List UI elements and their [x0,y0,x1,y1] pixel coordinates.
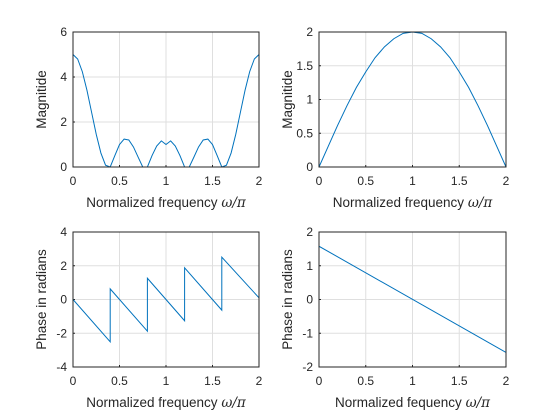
y-tick-label: 2 [60,259,67,273]
x-tick-label: 0 [70,374,77,388]
x-axis-label: Normalized frequency ω/π [333,195,494,211]
subplot-2: 0 0.5 1 1.5 2 0 0.5 1 1.5 2 Normalized frequency ω… [280,25,510,211]
subplot-1: 0 0.5 1 1.5 2 0 2 4 6 Normalized frequency ω/π Mag… [34,25,263,211]
x-tick-label: 0.5 [111,174,128,188]
x-tick-label: 0 [316,374,323,388]
x-tick-label: 2 [503,374,510,388]
x-tick-label: 1.5 [204,174,221,188]
x-tick-label: 1 [409,374,416,388]
y-tick-label: 1.5 [296,59,313,73]
x-tick-label: 0 [70,174,77,188]
y-tick-label: 2 [306,25,313,39]
y-tick-label: 4 [60,70,67,84]
x-tick-label: 0 [316,174,323,188]
y-tick-label: -1 [302,326,313,340]
x-tick-label: 1.5 [204,374,221,388]
y-tick-label: 0.5 [296,126,313,140]
y-tick-label: 0 [60,160,67,174]
y-tick-label: 2 [60,115,67,129]
y-axis-label: Magnitide [280,70,295,129]
y-tick-label: 6 [60,25,67,39]
x-axis-label: Normalized fequency ω/π [335,395,491,411]
y-tick-label: 0 [306,160,313,174]
x-tick-label: 2 [503,174,510,188]
x-tick-label: 1.5 [451,174,468,188]
x-axis-label: Normalized frequency ω/π [86,395,247,411]
y-tick-label: 2 [306,225,313,239]
y-tick-label: 1 [306,93,313,107]
x-tick-label: 1 [163,174,170,188]
x-axis-label: Normalized frequency ω/π [86,195,247,211]
y-tick-label: 4 [60,225,67,239]
y-tick-label: -2 [302,360,313,374]
y-axis-label: Phase in radians [34,249,49,350]
y-tick-label: -4 [56,360,67,374]
x-tick-label: 0.5 [357,174,374,188]
y-tick-label: 0 [60,293,67,307]
x-tick-label: 0.5 [111,374,128,388]
y-tick-label: 0 [306,293,313,307]
x-tick-label: 2 [256,174,263,188]
y-tick-label: 1 [306,259,313,273]
y-tick-label: -2 [56,326,67,340]
subplot-4: 0 0.5 1 1.5 2 -2 -1 0 1 2 Normalized fequency ω/π P… [280,225,510,411]
y-axis-label: Magnitide [34,70,49,129]
x-tick-label: 2 [256,374,263,388]
subplot-3: 0 0.5 1 1.5 2 -4 -2 0 2 4 Normalized frequency ω/π… [34,225,263,411]
x-tick-label: 1 [409,174,416,188]
x-tick-label: 1.5 [451,374,468,388]
x-tick-label: 0.5 [357,374,374,388]
y-axis-label: Phase in radians [280,249,295,350]
x-tick-label: 1 [163,374,170,388]
